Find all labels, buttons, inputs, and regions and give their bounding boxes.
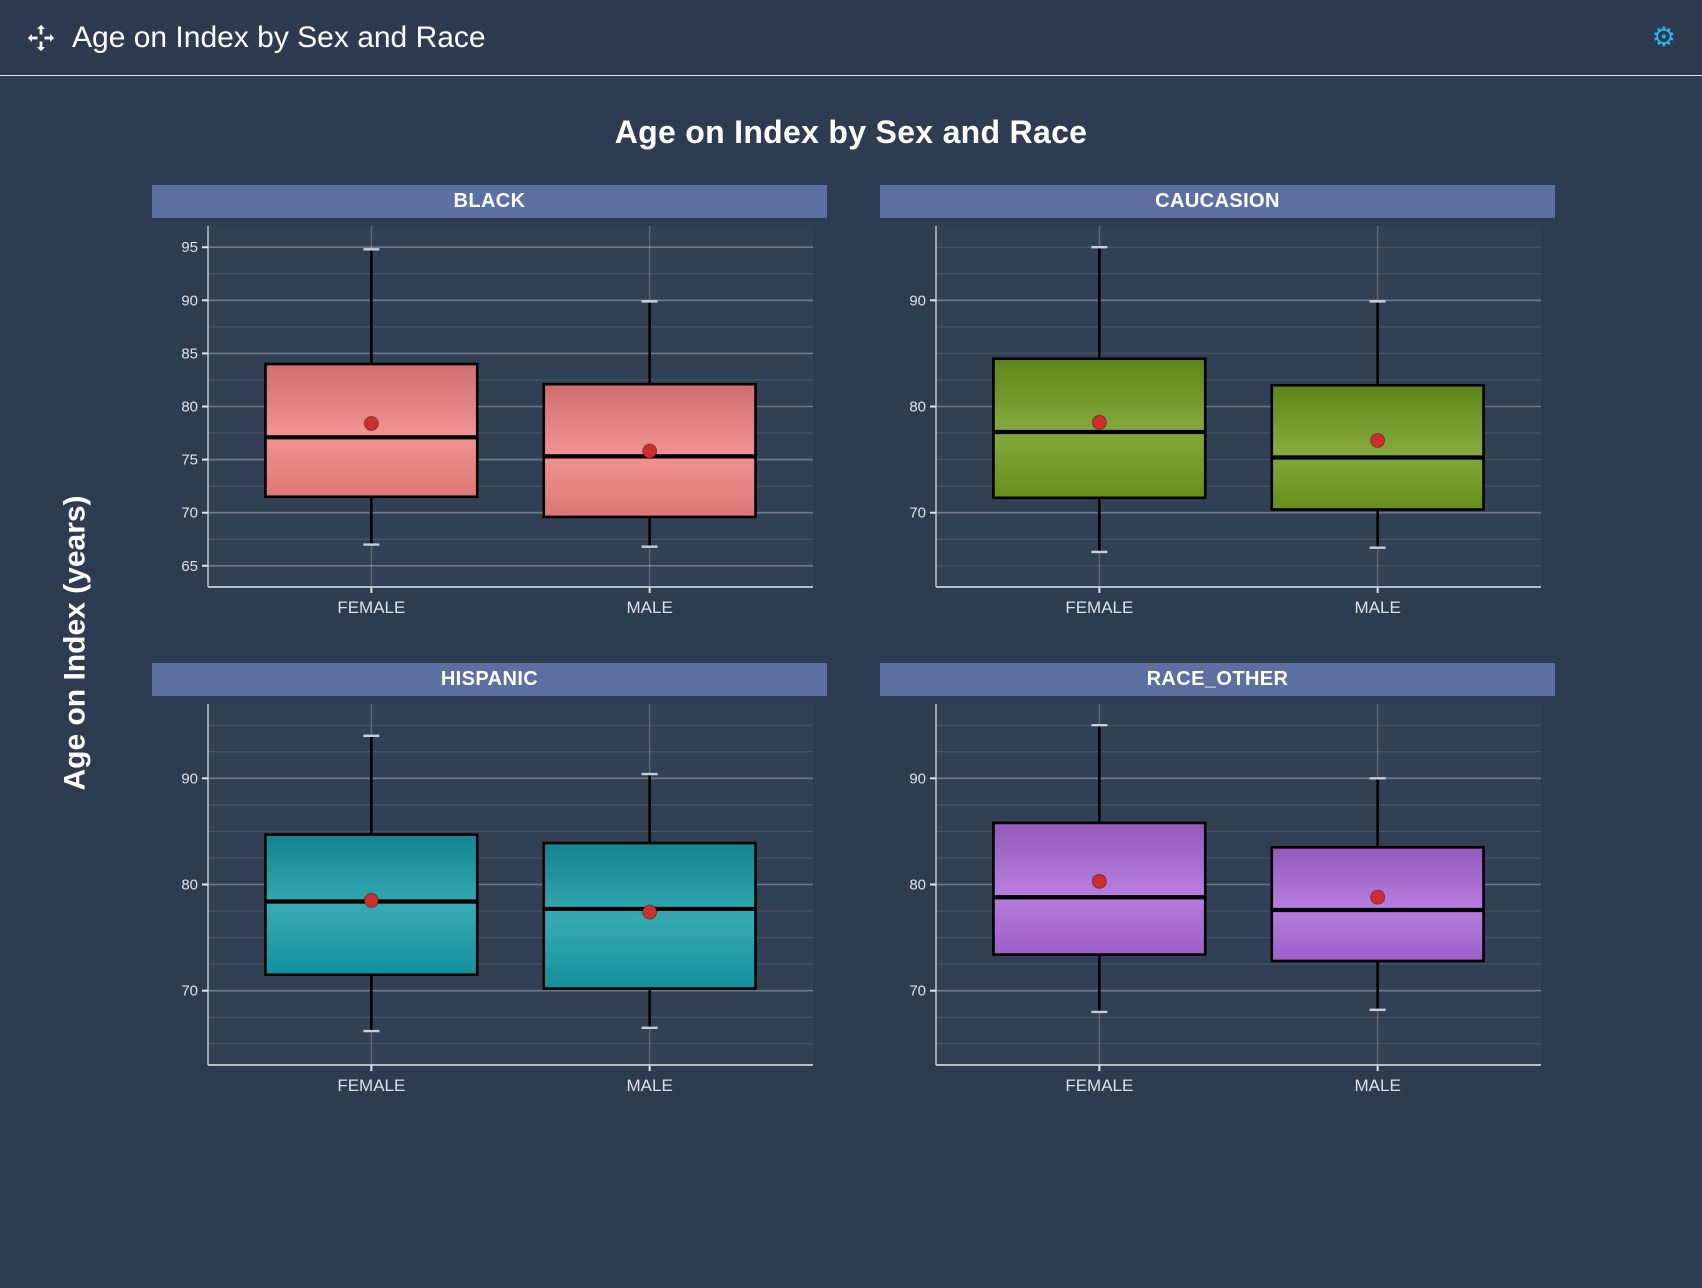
boxplot-caucasion: FEMALE MALE 70 80 90 — [909, 226, 1541, 617]
svg-text:70: 70 — [909, 505, 926, 522]
chart-area: Age on Index (years) BLACK FEMALE MALE 65 7… — [0, 185, 1702, 1101]
window-titlebar: Age on Index by Sex and Race ⚙ — [0, 0, 1702, 76]
facet-header-race-other: RACE_OTHER — [880, 663, 1555, 696]
move-icon[interactable] — [26, 23, 56, 53]
svg-text:70: 70 — [181, 983, 198, 1000]
svg-text:FEMALE: FEMALE — [1065, 598, 1133, 617]
svg-text:MALE: MALE — [1355, 598, 1401, 617]
svg-text:90: 90 — [181, 292, 198, 309]
svg-text:80: 80 — [181, 399, 198, 416]
chart-title: Age on Index by Sex and Race — [614, 114, 1088, 150]
svg-text:MALE: MALE — [1355, 1076, 1401, 1095]
svg-text:FEMALE: FEMALE — [337, 598, 405, 617]
svg-text:70: 70 — [181, 505, 198, 522]
svg-text:90: 90 — [181, 770, 198, 787]
facet-header-black: BLACK — [152, 185, 827, 218]
svg-text:85: 85 — [181, 345, 198, 362]
svg-text:80: 80 — [181, 877, 198, 894]
svg-text:95: 95 — [181, 239, 198, 256]
svg-text:90: 90 — [909, 292, 926, 309]
boxplot-race-other: FEMALE MALE 70 80 90 — [909, 704, 1541, 1095]
svg-text:70: 70 — [909, 983, 926, 1000]
window-title: Age on Index by Sex and Race — [72, 20, 486, 54]
svg-text:75: 75 — [181, 452, 198, 469]
svg-text:FEMALE: FEMALE — [1065, 1076, 1133, 1095]
facet-header-hispanic: HISPANIC — [152, 663, 827, 696]
y-axis-label: Age on Index (years) — [59, 495, 93, 791]
svg-text:FEMALE: FEMALE — [337, 1076, 405, 1095]
svg-text:65: 65 — [181, 558, 198, 575]
svg-text:MALE: MALE — [627, 1076, 673, 1095]
facets-grid: BLACK FEMALE MALE 65 70 75 80 85 90 95 CAUCASION… — [152, 185, 1555, 1101]
facet-caucasion: CAUCASION FEMALE MALE 70 80 90 — [880, 185, 1555, 623]
boxplot-hispanic: FEMALE MALE 70 80 90 — [181, 704, 813, 1095]
facet-hispanic: HISPANIC FEMALE MALE 70 80 90 — [152, 663, 827, 1101]
svg-text:90: 90 — [909, 770, 926, 787]
boxplot-black: FEMALE MALE 65 70 75 80 85 90 95 — [181, 226, 813, 617]
facet-race-other: RACE_OTHER FEMALE MALE 70 80 90 — [880, 663, 1555, 1101]
gear-icon[interactable]: ⚙ — [1651, 22, 1676, 52]
facet-black: BLACK FEMALE MALE 65 70 75 80 85 90 95 — [152, 185, 827, 623]
svg-text:80: 80 — [909, 399, 926, 416]
svg-text:MALE: MALE — [627, 598, 673, 617]
facet-header-caucasion: CAUCASION — [880, 185, 1555, 218]
svg-text:80: 80 — [909, 877, 926, 894]
y-axis-label-column: Age on Index (years) — [0, 185, 152, 1101]
chart-widget: Age on Index by Sex and Race Age on Inde… — [0, 114, 1702, 1101]
